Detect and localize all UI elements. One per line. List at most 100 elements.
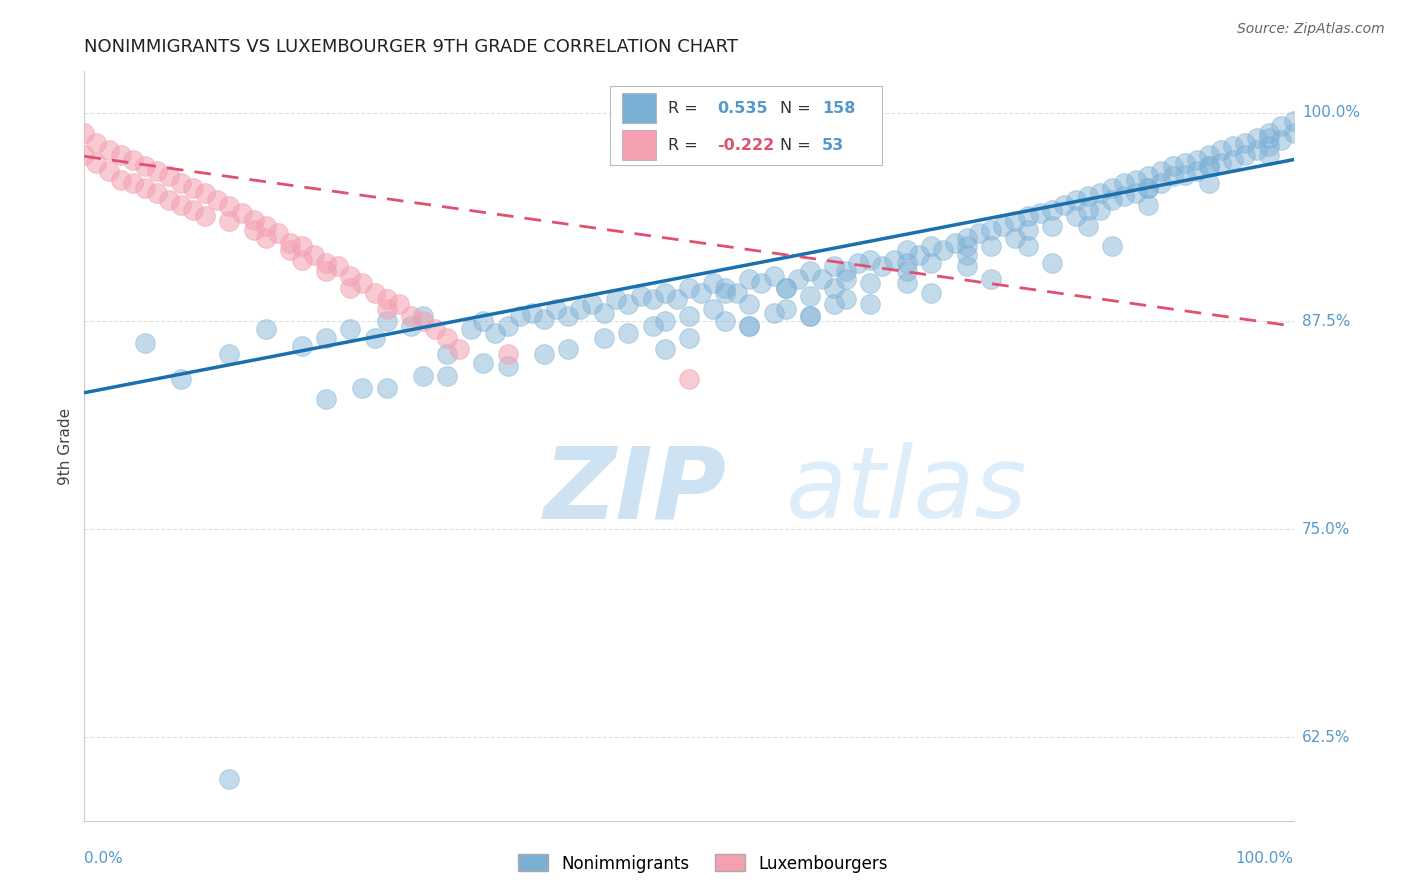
Point <box>509 309 531 323</box>
Point <box>375 302 398 317</box>
Point <box>654 343 676 357</box>
Point <box>170 176 193 190</box>
Point <box>533 312 555 326</box>
Point <box>846 256 869 270</box>
Point <box>170 197 193 211</box>
Point <box>207 193 229 207</box>
Point <box>291 252 314 267</box>
Point <box>593 331 616 345</box>
Point <box>412 309 434 323</box>
Point <box>557 309 579 323</box>
Point <box>738 319 761 334</box>
Point <box>799 289 821 303</box>
Point <box>932 243 955 257</box>
Point <box>121 153 143 167</box>
Point <box>1149 164 1171 178</box>
Point <box>121 176 143 190</box>
Point <box>73 126 96 140</box>
Point <box>1149 176 1171 190</box>
Point <box>423 322 446 336</box>
Point <box>654 314 676 328</box>
Point <box>557 343 579 357</box>
Point <box>799 309 821 323</box>
Point <box>254 322 277 336</box>
Point <box>678 309 700 323</box>
Point <box>1064 209 1087 223</box>
Point <box>569 302 592 317</box>
Point <box>315 331 337 345</box>
Text: 100.0%: 100.0% <box>1302 105 1360 120</box>
Point <box>181 202 204 217</box>
Point <box>254 219 277 234</box>
Point <box>1137 169 1160 184</box>
Point <box>714 281 737 295</box>
Point <box>1004 231 1026 245</box>
Point <box>242 222 264 236</box>
Point <box>181 181 204 195</box>
Point <box>1077 189 1099 203</box>
Point <box>835 264 858 278</box>
Point <box>194 209 217 223</box>
Point <box>134 181 156 195</box>
Point <box>412 369 434 384</box>
Y-axis label: 9th Grade: 9th Grade <box>58 408 73 484</box>
Point <box>725 285 748 300</box>
Point <box>1198 147 1220 161</box>
Point <box>339 322 361 336</box>
Point <box>775 281 797 295</box>
Point <box>146 164 169 178</box>
Point <box>375 314 398 328</box>
Point <box>1258 147 1281 161</box>
Point <box>1053 197 1076 211</box>
Point <box>605 293 627 307</box>
Point <box>194 186 217 200</box>
Point <box>762 269 785 284</box>
Point <box>593 306 616 320</box>
Point <box>1114 189 1136 203</box>
Point <box>218 772 240 786</box>
Point <box>1258 139 1281 153</box>
Point <box>1114 176 1136 190</box>
Point <box>388 297 411 311</box>
Point <box>823 259 845 273</box>
Point <box>291 339 314 353</box>
Point <box>170 372 193 386</box>
Point <box>449 343 471 357</box>
Point <box>738 319 761 334</box>
Point <box>1040 202 1063 217</box>
Point <box>97 164 120 178</box>
Point <box>496 359 519 373</box>
FancyBboxPatch shape <box>610 87 883 165</box>
Point <box>835 293 858 307</box>
Point <box>496 319 519 334</box>
Point <box>218 199 240 213</box>
Point <box>920 239 942 253</box>
Point <box>472 314 495 328</box>
Point <box>399 319 422 334</box>
Point <box>278 243 301 257</box>
Point <box>786 272 808 286</box>
Point <box>399 309 422 323</box>
Point <box>1246 131 1268 145</box>
Point <box>86 156 108 170</box>
Point <box>678 281 700 295</box>
Point <box>799 264 821 278</box>
Point <box>617 297 640 311</box>
Point <box>1198 159 1220 173</box>
Point <box>520 306 543 320</box>
Point <box>1004 214 1026 228</box>
Point <box>73 147 96 161</box>
Point <box>751 276 773 290</box>
Point <box>896 276 918 290</box>
Point <box>1161 169 1184 184</box>
Point <box>302 247 325 261</box>
Point <box>1017 209 1039 223</box>
Point <box>690 285 713 300</box>
Point <box>1258 126 1281 140</box>
Point <box>496 347 519 361</box>
Point <box>363 285 385 300</box>
Text: R =: R = <box>668 138 703 153</box>
Point <box>1185 153 1208 167</box>
Text: 0.0%: 0.0% <box>84 851 124 866</box>
Text: 87.5%: 87.5% <box>1302 314 1350 328</box>
